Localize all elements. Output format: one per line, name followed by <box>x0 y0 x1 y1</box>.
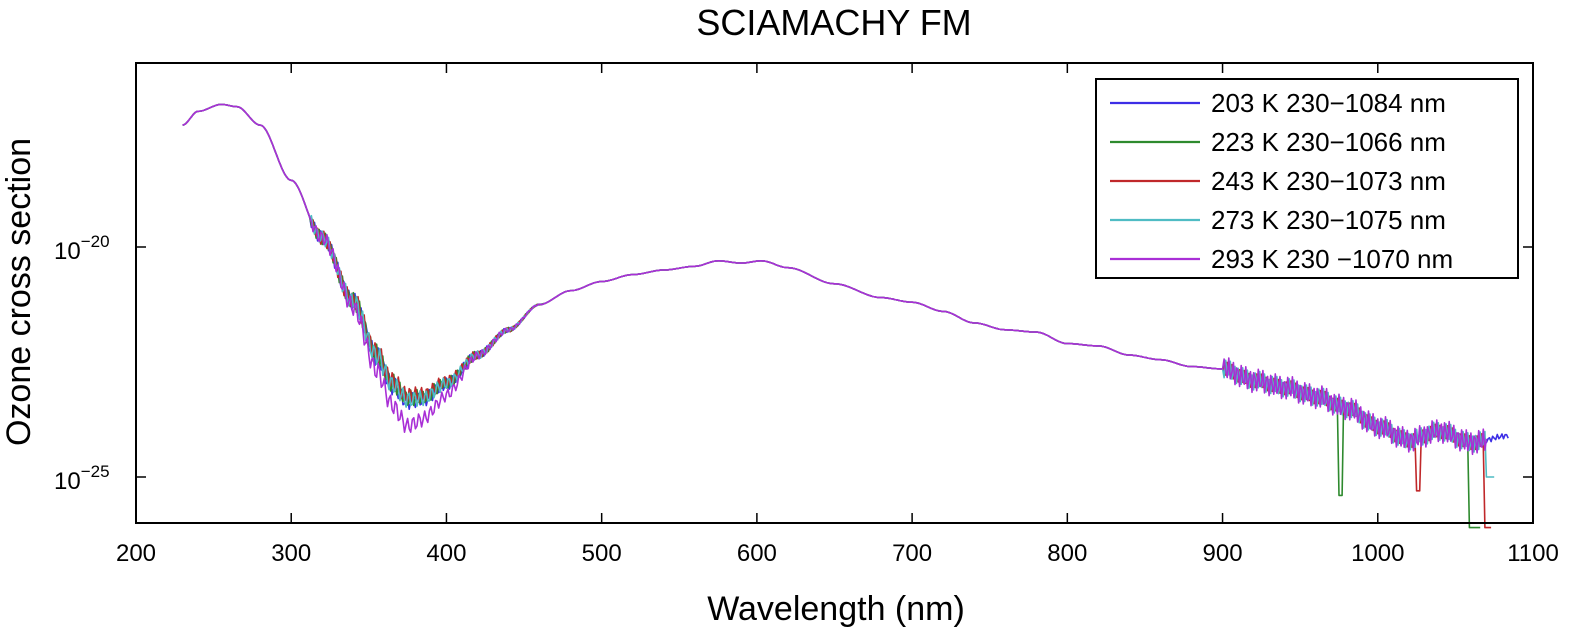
y-tick-label: 10−25 <box>54 462 110 495</box>
x-axis-title: Wavelength (nm) <box>707 590 965 628</box>
legend-entry: 223 K 230−1066 nm <box>1211 127 1446 157</box>
series-line-5 <box>182 103 1488 456</box>
x-tick-label: 300 <box>271 540 311 567</box>
y-axis-title: Ozone cross section <box>0 138 38 446</box>
x-tick-label: 1000 <box>1351 540 1404 567</box>
plot-area <box>182 103 1509 529</box>
plot-frame <box>135 62 1534 524</box>
legend-entry: 203 K 230−1084 nm <box>1211 88 1446 118</box>
y-tick-label: 10−20 <box>54 232 110 265</box>
x-tick-label: 500 <box>582 540 622 567</box>
x-tick-label: 200 <box>116 540 156 567</box>
x-tick-label: 700 <box>892 540 932 567</box>
x-tick-label: 400 <box>426 540 466 567</box>
legend-entry: 293 K 230 −1070 nm <box>1211 244 1453 274</box>
legend-entry: 273 K 230−1075 nm <box>1211 205 1446 235</box>
x-tick-label: 800 <box>1047 540 1087 567</box>
x-tick-label: 900 <box>1203 540 1243 567</box>
legend: 203 K 230−1084 nm 223 K 230−1066 nm 243 K … <box>1095 78 1519 279</box>
x-tick-label: 1100 <box>1507 540 1559 567</box>
legend-box <box>1095 78 1519 279</box>
legend-entry: 243 K 230−1073 nm <box>1211 166 1446 196</box>
chart-title: SCIAMACHY FM <box>696 2 971 43</box>
x-tick-label: 600 <box>737 540 777 567</box>
